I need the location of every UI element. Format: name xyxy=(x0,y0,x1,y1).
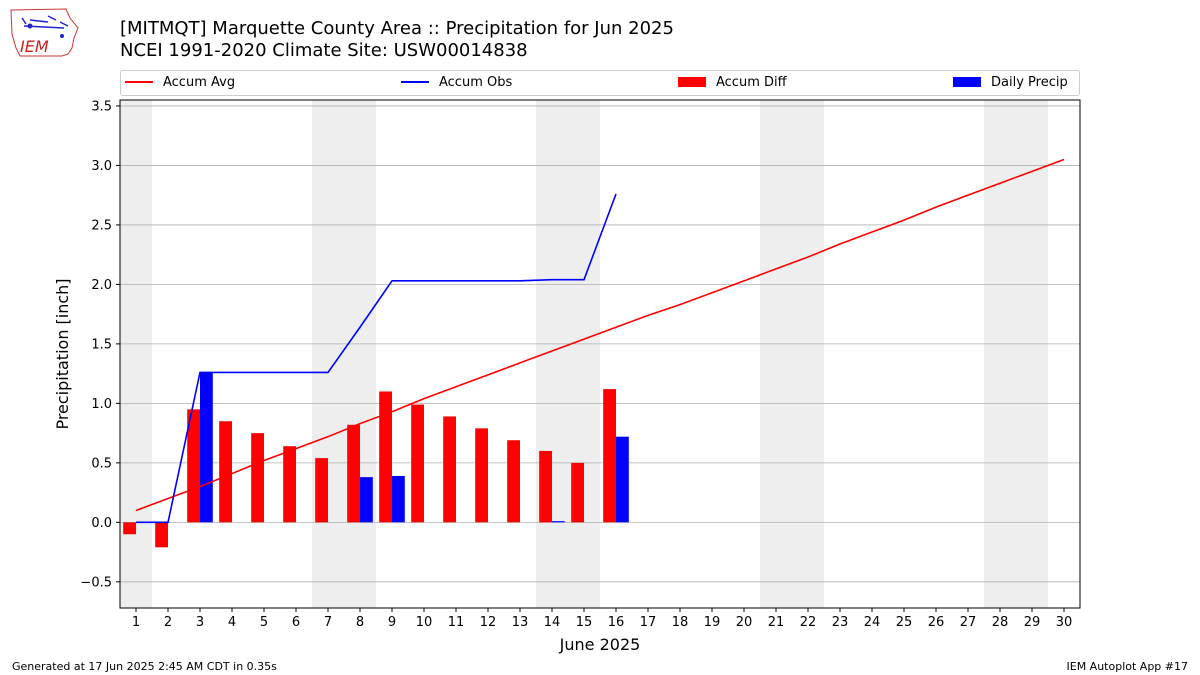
y-tick-label: 0.0 xyxy=(91,516,112,531)
x-tick-label: 10 xyxy=(416,615,433,630)
x-tick-label: 29 xyxy=(1024,615,1041,630)
legend-swatch-daily-precip xyxy=(953,76,981,87)
weekend-band xyxy=(312,100,376,608)
accum-diff-bar xyxy=(155,522,168,548)
legend-label-accum-diff: Accum Diff xyxy=(716,75,787,90)
x-tick-label: 21 xyxy=(768,615,785,630)
x-tick-label: 15 xyxy=(576,615,593,630)
x-tick-label: 1 xyxy=(132,615,140,630)
legend-item-daily-precip: Daily Precip xyxy=(953,74,1068,92)
x-tick-label: 9 xyxy=(388,615,396,630)
x-tick-label: 26 xyxy=(928,615,945,630)
y-tick-label: 2.5 xyxy=(91,218,112,233)
footer-app: IEM Autoplot App #17 xyxy=(1066,660,1189,673)
accum-diff-bar xyxy=(475,428,488,523)
accum-diff-bar xyxy=(251,433,264,523)
y-tick-label: 2.0 xyxy=(91,278,112,293)
daily-precip-bar xyxy=(392,475,405,523)
legend-item-accum-diff: Accum Diff xyxy=(678,74,787,92)
iem-logo: IEM xyxy=(10,8,79,57)
accum-diff-bar xyxy=(603,389,616,523)
accum-diff-bar xyxy=(347,424,360,523)
x-tick-label: 17 xyxy=(640,615,657,630)
legend-label-accum-obs: Accum Obs xyxy=(439,75,513,90)
accum-diff-bar xyxy=(379,391,392,523)
x-tick-label: 12 xyxy=(480,615,497,630)
legend-label-daily-precip: Daily Precip xyxy=(991,75,1068,90)
legend-item-accum-avg: Accum Avg xyxy=(125,74,235,92)
x-tick-label: 30 xyxy=(1056,615,1073,630)
accum-diff-bar xyxy=(443,416,456,523)
accum-diff-bar xyxy=(219,421,232,523)
x-tick-label: 23 xyxy=(832,615,849,630)
legend-label-accum-avg: Accum Avg xyxy=(163,75,236,90)
daily-precip-bar xyxy=(552,521,565,523)
weekend-band xyxy=(760,100,824,608)
x-tick-label: 18 xyxy=(672,615,689,630)
x-tick-label: 14 xyxy=(544,615,561,630)
x-tick-label: 13 xyxy=(512,615,529,630)
x-tick-label: 19 xyxy=(704,615,721,630)
x-tick-label: 20 xyxy=(736,615,753,630)
footer-generated: Generated at 17 Jun 2025 2:45 AM CDT in … xyxy=(12,660,277,673)
x-tick-label: 24 xyxy=(864,615,881,630)
daily-precip-bar xyxy=(360,477,373,523)
x-tick-label: 5 xyxy=(260,615,268,630)
y-tick-label: 3.0 xyxy=(91,159,112,174)
weekend-shading xyxy=(120,100,1048,608)
y-axis-label: Precipitation [inch] xyxy=(53,278,72,429)
accum-diff-bar xyxy=(539,450,552,523)
logo-text: IEM xyxy=(20,37,49,56)
accum-avg-line xyxy=(135,158,1065,512)
chart-title: [MITMQT] Marquette County Area :: Precip… xyxy=(120,18,674,39)
accum-diff-bar xyxy=(315,458,328,523)
accum-diff-bar xyxy=(123,522,136,535)
legend-swatch-accum-avg xyxy=(125,80,153,83)
daily-precip-bar xyxy=(616,436,629,523)
x-tick-label: 11 xyxy=(448,615,465,630)
y-tick-label: 0.5 xyxy=(91,456,112,471)
x-tick-label: 28 xyxy=(992,615,1009,630)
x-tick-label: 22 xyxy=(800,615,817,630)
y-tick-label: −0.5 xyxy=(80,575,112,590)
x-tick-label: 6 xyxy=(292,615,300,630)
accum-diff-bar xyxy=(571,462,584,523)
weekend-band xyxy=(984,100,1048,608)
accum-obs-line xyxy=(136,193,617,524)
daily-precip-bar xyxy=(200,372,213,523)
x-tick-label: 27 xyxy=(960,615,977,630)
accum-diff-bar xyxy=(507,440,520,523)
weekend-band xyxy=(536,100,600,608)
legend-swatch-accum-diff xyxy=(678,76,706,87)
x-tick-label: 3 xyxy=(196,615,204,630)
x-tick-label: 2 xyxy=(164,615,172,630)
y-tick-label: 1.0 xyxy=(91,397,112,412)
accum-diff-bar xyxy=(187,409,200,523)
iowa-outline xyxy=(10,8,79,57)
axes: −0.50.00.51.01.52.02.53.03.51 2 3 4 5 6 7 8 9 10 1… xyxy=(80,99,1072,630)
x-tick-label: 4 xyxy=(228,615,236,630)
accum-diff-bar xyxy=(283,446,296,523)
plot-frame xyxy=(119,99,1081,609)
legend-item-accum-obs: Accum Obs xyxy=(401,74,512,92)
y-tick-label: 3.5 xyxy=(91,99,112,114)
y-tick-label: 1.5 xyxy=(91,337,112,352)
grid-lines xyxy=(120,105,1080,583)
x-tick-label: 8 xyxy=(356,615,364,630)
legend: Accum Avg Accum Obs Accum Diff Daily Pre… xyxy=(120,70,1080,96)
accum-diff-bar xyxy=(411,404,424,523)
bars xyxy=(123,372,629,548)
lines xyxy=(135,158,1065,524)
legend-swatch-accum-obs xyxy=(401,80,429,83)
chart-subtitle: NCEI 1991-2020 Climate Site: USW00014838 xyxy=(120,40,528,61)
x-tick-label: 7 xyxy=(324,615,332,630)
x-tick-label: 25 xyxy=(896,615,913,630)
weather-symbols xyxy=(21,15,69,29)
x-tick-label: 16 xyxy=(608,615,625,630)
x-axis-label: June 2025 xyxy=(559,635,641,654)
